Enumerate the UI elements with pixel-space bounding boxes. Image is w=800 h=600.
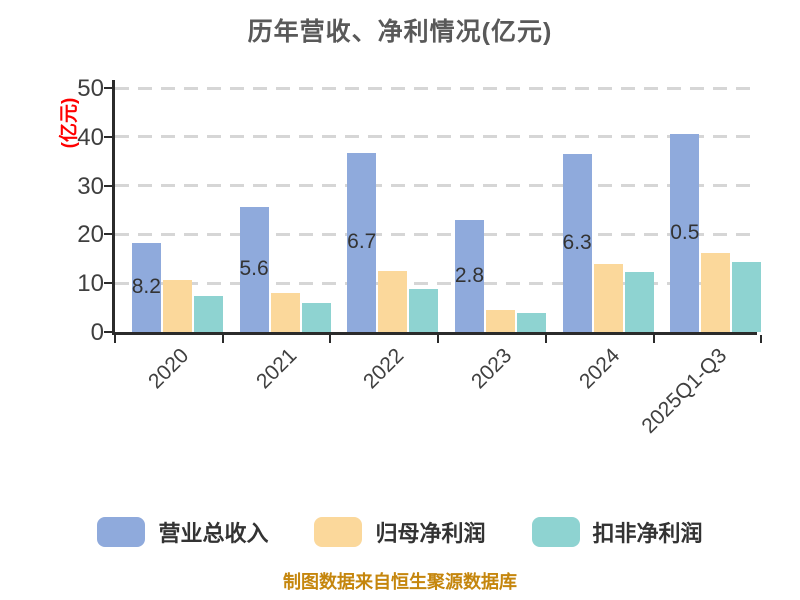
x-tick-mark bbox=[652, 335, 655, 343]
x-tick-mark bbox=[544, 335, 547, 343]
bar-扣非净利润-2025Q1-Q3 bbox=[732, 262, 762, 332]
bar-扣非净利润-2022 bbox=[409, 289, 439, 332]
y-tick-mark bbox=[104, 233, 112, 236]
y-axis-line bbox=[112, 80, 115, 335]
x-tick-mark bbox=[221, 335, 224, 343]
y-axis-tick-label: 30 bbox=[77, 172, 104, 200]
y-tick-mark bbox=[104, 331, 112, 333]
bar-营业总收入-2025Q1-Q3: 40.57 bbox=[670, 134, 700, 332]
x-axis-label-2023: 2023 bbox=[466, 344, 517, 394]
y-axis-tick-label: 50 bbox=[77, 75, 104, 102]
x-axis-label-2024: 2024 bbox=[574, 344, 624, 394]
net-profit-swatch-icon bbox=[314, 517, 363, 547]
x-axis-label-2022: 2022 bbox=[359, 344, 409, 394]
legend-item-revenue[interactable]: 营业总收入 bbox=[97, 516, 268, 548]
bar-归母净利润-2020 bbox=[162, 279, 192, 332]
bar-扣非净利润-2024 bbox=[624, 271, 654, 332]
bar-value-label: 36.72 bbox=[347, 230, 377, 254]
legend-item-net-profit[interactable]: 归母净利润 bbox=[314, 516, 486, 548]
legend-label: 归母净利润 bbox=[375, 521, 486, 546]
y-tick-mark bbox=[104, 282, 112, 285]
legend: 营业总收入 归母净利润 扣非净利润 bbox=[0, 514, 800, 550]
bar-value-label: 40.57 bbox=[670, 221, 700, 244]
gridline bbox=[115, 184, 755, 188]
x-tick-mark bbox=[760, 335, 763, 343]
bar-归母净利润-2023 bbox=[485, 310, 515, 332]
bar-value-label: 18.25 bbox=[131, 275, 161, 299]
x-axis-line bbox=[112, 332, 757, 335]
legend-label: 扣非净利润 bbox=[592, 521, 703, 546]
gridline bbox=[115, 135, 755, 139]
gridline bbox=[115, 232, 755, 236]
bar-value-label: 36.38 bbox=[562, 231, 592, 255]
gridline bbox=[115, 86, 755, 90]
legend-item-non-gaap-profit[interactable]: 扣非净利润 bbox=[531, 516, 703, 548]
bar-营业总收入-2023: 22.85 bbox=[454, 220, 484, 332]
y-axis-tick-label: 10 bbox=[77, 270, 104, 298]
x-axis-label-2025Q1-Q3: 2025Q1-Q3 bbox=[637, 344, 732, 438]
x-tick-mark bbox=[329, 335, 332, 343]
x-axis-label-2020: 2020 bbox=[143, 344, 194, 394]
bar-营业总收入-2024: 36.38 bbox=[562, 154, 592, 332]
y-axis-tick-label: 40 bbox=[77, 123, 104, 151]
bar-归母净利润-2025Q1-Q3 bbox=[701, 252, 731, 332]
y-tick-mark bbox=[104, 184, 112, 187]
bar-扣非净利润-2023 bbox=[516, 312, 546, 332]
revenue-swatch-icon bbox=[97, 517, 146, 547]
x-axis-label-2021: 2021 bbox=[251, 344, 301, 394]
x-tick-mark bbox=[114, 335, 116, 343]
bar-value-label: 25.66 bbox=[239, 257, 269, 281]
legend-label: 营业总收入 bbox=[158, 521, 269, 546]
y-axis-tick-label: 0 bbox=[90, 319, 104, 346]
bar-归母净利润-2021 bbox=[270, 292, 300, 332]
chart-title: 历年营收、净利情况(亿元) bbox=[247, 18, 553, 46]
bar-营业总收入-2020: 18.25 bbox=[131, 242, 161, 332]
y-axis-tick-label: 20 bbox=[77, 221, 104, 249]
bar-营业总收入-2021: 25.66 bbox=[239, 206, 269, 332]
data-source-footer: 制图数据来自恒生聚源数据库 bbox=[283, 572, 517, 592]
x-tick-mark bbox=[437, 335, 440, 343]
bar-扣非净利润-2020 bbox=[193, 295, 223, 332]
y-tick-mark bbox=[104, 87, 112, 89]
bar-value-label: 22.85 bbox=[454, 264, 484, 288]
bar-归母净利润-2022 bbox=[378, 271, 408, 332]
y-tick-mark bbox=[104, 135, 112, 138]
bar-营业总收入-2022: 36.72 bbox=[347, 152, 377, 332]
bar-归母净利润-2024 bbox=[593, 264, 623, 332]
gridline bbox=[115, 281, 755, 285]
bar-扣非净利润-2021 bbox=[301, 303, 331, 332]
non-gaap-profit-swatch-icon bbox=[531, 517, 580, 547]
